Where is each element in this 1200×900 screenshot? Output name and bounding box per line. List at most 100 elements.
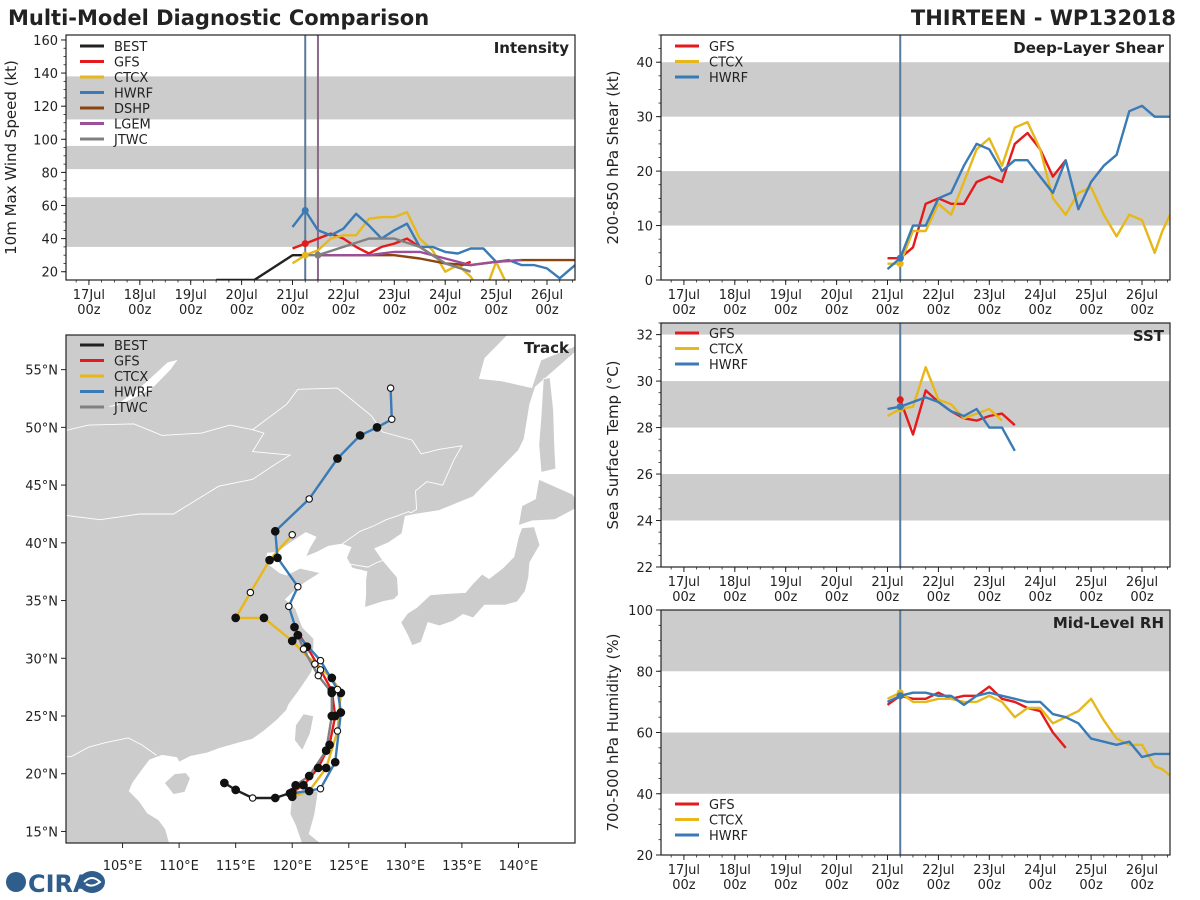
lon-tick-label: 125°E bbox=[329, 859, 369, 874]
x-tick-label: 00z bbox=[825, 878, 849, 893]
lon-tick-label: 140°E bbox=[499, 859, 539, 874]
track-point-jtwc bbox=[304, 771, 314, 781]
lat-tick-label: 15°N bbox=[25, 825, 58, 840]
track-point-hwrf bbox=[386, 384, 395, 392]
y-tick-label: 80 bbox=[41, 166, 58, 181]
x-tick-label: 23Jul bbox=[973, 288, 1005, 303]
series-line-jtwc bbox=[305, 237, 472, 273]
logo-globe-icon bbox=[6, 872, 26, 892]
legend-label-gfs: GFS bbox=[709, 327, 735, 342]
plot-frame bbox=[660, 609, 1171, 856]
x-tick-label: 24Jul bbox=[1024, 288, 1056, 303]
x-tick-label: 00z bbox=[723, 303, 747, 318]
track-point-hwrf bbox=[294, 582, 302, 591]
x-tick-label: 25Jul bbox=[1075, 575, 1107, 590]
legend-label-hwrf: HWRF bbox=[114, 87, 153, 102]
x-tick-label: 18Jul bbox=[719, 575, 751, 590]
track-point-jtwc bbox=[299, 645, 308, 653]
track-point-ctcx bbox=[333, 727, 342, 735]
x-tick-label: 25Jul bbox=[1075, 288, 1107, 303]
panel-title: SST bbox=[1133, 327, 1165, 345]
y-tick-label: 60 bbox=[41, 200, 58, 215]
y-tick-label: 10 bbox=[636, 220, 653, 235]
lat-tick-label: 55°N bbox=[25, 364, 58, 379]
x-tick-label: 19Jul bbox=[770, 575, 802, 590]
legend-label-ctcx: CTCX bbox=[114, 71, 148, 86]
y-axis-label: Sea Surface Temp (°C) bbox=[604, 360, 622, 529]
lon-tick-label: 120°E bbox=[272, 859, 312, 874]
series-line-ctcx bbox=[887, 120, 1170, 265]
track-point-best bbox=[220, 778, 229, 788]
legend-label-ctcx: CTCX bbox=[709, 56, 743, 71]
y-tick-label: 30 bbox=[636, 111, 653, 126]
track-point-hwrf bbox=[285, 602, 293, 611]
legend-label-gfs: GFS bbox=[114, 56, 140, 71]
track-point-best bbox=[231, 785, 241, 795]
track-point-jtwc bbox=[327, 688, 337, 698]
intensity-panel: 2040608010012014016017Jul00z18Jul00z19Ju… bbox=[2, 34, 576, 318]
logo-swirl-icon bbox=[79, 871, 105, 893]
land-hokkaido bbox=[517, 478, 575, 527]
init-dot-ctcx bbox=[301, 251, 309, 259]
legend-label-ctcx: CTCX bbox=[114, 370, 148, 385]
x-tick-label: 24Jul bbox=[1024, 863, 1056, 878]
y-tick-label: 22 bbox=[636, 561, 653, 576]
track-point-ctcx bbox=[321, 763, 331, 773]
x-tick-label: 20Jul bbox=[820, 863, 852, 878]
y-tick-label: 0 bbox=[645, 274, 653, 289]
track-point-ctcx bbox=[287, 636, 297, 646]
x-tick-label: 23Jul bbox=[378, 288, 410, 303]
x-tick-label: 00z bbox=[927, 878, 951, 893]
legend-label-hwrf: HWRF bbox=[114, 386, 153, 401]
x-tick-label: 17Jul bbox=[668, 288, 700, 303]
x-tick-label: 00z bbox=[672, 303, 696, 318]
x-tick-label: 20Jul bbox=[820, 575, 852, 590]
track-point-hwrf bbox=[372, 423, 382, 432]
x-tick-label: 00z bbox=[281, 303, 305, 318]
track-point-ctcx bbox=[288, 530, 296, 539]
x-tick-label: 26Jul bbox=[531, 288, 563, 303]
init-dot-hwrf bbox=[896, 254, 904, 262]
sst-panel: 22242628303217Jul00z18Jul00z19Jul00z20Ju… bbox=[604, 322, 1171, 605]
x-tick-label: 00z bbox=[774, 590, 798, 605]
track-point-jtwc bbox=[293, 630, 303, 640]
lake-baikal bbox=[108, 359, 178, 407]
x-tick-label: 00z bbox=[1029, 303, 1053, 318]
panel-title: Track bbox=[524, 339, 570, 357]
y-tick-label: 80 bbox=[636, 665, 653, 680]
series-line-gfs bbox=[887, 131, 1067, 260]
init-dot-ctcx bbox=[896, 260, 904, 268]
x-tick-label: 00z bbox=[876, 590, 900, 605]
legend-label-gfs: GFS bbox=[709, 40, 735, 55]
x-tick-label: 25Jul bbox=[480, 288, 512, 303]
lon-tick-label: 110°E bbox=[159, 859, 199, 874]
x-tick-label: 22Jul bbox=[922, 575, 954, 590]
x-tick-label: 19Jul bbox=[770, 863, 802, 878]
y-tick-label: 100 bbox=[33, 133, 58, 148]
land-philippines bbox=[289, 789, 322, 843]
x-tick-label: 00z bbox=[1079, 303, 1103, 318]
track-point-ctcx bbox=[327, 673, 337, 683]
band-1 bbox=[661, 62, 1170, 117]
lat-tick-label: 30°N bbox=[25, 652, 58, 667]
plot-frame bbox=[65, 34, 576, 281]
x-tick-label: 19Jul bbox=[175, 288, 207, 303]
map-frame bbox=[65, 334, 576, 844]
series-group bbox=[886, 366, 1016, 452]
track-point-hwrf bbox=[333, 454, 342, 463]
lon-tick-label: 105°E bbox=[103, 859, 143, 874]
legend-label-jtwc: JTWC bbox=[113, 401, 148, 416]
x-tick-label: 00z bbox=[723, 878, 747, 893]
series-line-hwrf bbox=[886, 691, 1170, 759]
lon-tick-label: 130°E bbox=[386, 859, 426, 874]
series-line-lgem bbox=[318, 250, 522, 267]
track-point-jtwc bbox=[291, 780, 300, 790]
track-point-ctcx bbox=[246, 588, 255, 597]
series-line-ctcx bbox=[291, 210, 507, 280]
track-point-gfs bbox=[290, 622, 299, 632]
x-tick-label: 20Jul bbox=[225, 288, 257, 303]
country-border bbox=[346, 558, 388, 568]
series-group bbox=[216, 209, 575, 280]
init-dot-hwrf bbox=[896, 403, 904, 411]
track-point-hwrf bbox=[388, 415, 396, 424]
